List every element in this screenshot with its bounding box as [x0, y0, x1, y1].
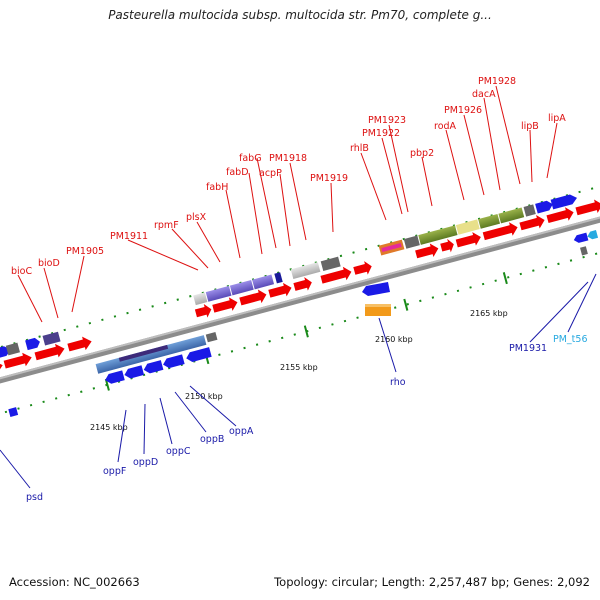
cds-arrow — [3, 352, 32, 369]
gene-label: oppD — [133, 457, 158, 468]
gene-label: rhlB — [350, 143, 369, 154]
gene-block — [186, 347, 212, 362]
gene-block — [105, 370, 125, 384]
gene-label: PM1928 — [478, 76, 516, 87]
gene-label: dacA — [472, 89, 496, 100]
cds-arrow — [575, 199, 600, 216]
gene-label: rpmF — [154, 220, 179, 231]
cds-arrow — [482, 222, 518, 241]
cds-arrow — [519, 215, 545, 231]
gene-block-rho-blue — [362, 282, 390, 296]
gene-block — [42, 331, 61, 346]
gene-block — [274, 272, 283, 284]
gene-label: oppF — [103, 466, 126, 477]
gene-label: PM1922 — [362, 128, 400, 139]
cds-track-plus — [0, 199, 600, 376]
gene-label: fabG — [239, 153, 262, 164]
gene-block — [580, 246, 588, 256]
gene-block — [124, 365, 145, 379]
gene-block — [5, 342, 20, 356]
gene-block — [193, 292, 208, 306]
gene-block — [163, 354, 185, 369]
map-title: Pasteurella multocida subsp. multocida s… — [108, 8, 492, 22]
scale-label: 2160 kbp — [375, 335, 413, 344]
gene-block — [478, 213, 501, 229]
cds-arrow — [320, 266, 352, 284]
scale-label: 2150 kbp — [185, 392, 223, 401]
gene-block — [8, 407, 19, 417]
gene-label: PM1905 — [66, 246, 104, 257]
gene-block — [320, 256, 341, 271]
gene-block — [205, 285, 232, 302]
accession-label: Accession: NC_002663 — [9, 575, 140, 589]
gene-label: bioC — [11, 266, 32, 277]
gene-label: rodA — [434, 121, 457, 132]
gene-label: oppC — [166, 446, 191, 457]
cds-arrow — [268, 282, 292, 298]
gene-block — [0, 346, 11, 365]
gene-block — [498, 207, 525, 224]
cds-arrow — [239, 289, 267, 306]
cds-arrow — [293, 277, 312, 291]
cds-arrow — [546, 207, 574, 224]
gene-label: acpP — [259, 168, 282, 179]
tick-row-lower — [0, 241, 600, 420]
gene-label: plsX — [186, 212, 207, 223]
gene-block — [205, 331, 218, 343]
labels-minus — [0, 273, 597, 489]
gene-block — [418, 225, 458, 245]
gene-label: PM1926 — [444, 105, 482, 116]
cds-arrow — [67, 336, 92, 352]
gene-block — [229, 279, 254, 296]
gene-label: pbp2 — [410, 148, 434, 159]
cds-arrow — [353, 261, 372, 275]
scale-label: 2145 kbp — [90, 423, 128, 432]
gene-block — [550, 194, 577, 210]
gene-block — [573, 232, 589, 243]
gene-label: oppB — [200, 434, 224, 445]
labels-plus-text: bioC bioD PM1905 PM1911 rpmF plsX fabH f… — [11, 76, 566, 277]
gene-block — [403, 235, 420, 249]
labels-minus-text: psd oppF oppD oppC oppB oppA rho PM1931 … — [26, 334, 588, 503]
gene-label: fabH — [206, 182, 228, 193]
gene-label: PM1918 — [269, 153, 307, 164]
gene-label: PM1931 — [509, 343, 547, 354]
cds-arrow — [415, 243, 439, 259]
gene-block — [523, 204, 536, 217]
gene-track-minus — [8, 230, 599, 417]
gene-label: bioD — [38, 258, 60, 269]
scale-label: 2155 kbp — [280, 363, 318, 372]
gene-block — [587, 230, 599, 240]
gene-block — [25, 337, 40, 351]
gene-label: lipB — [521, 121, 539, 132]
cds-arrow — [212, 297, 238, 313]
gene-block — [118, 344, 169, 362]
cds-arrow — [34, 343, 65, 361]
gene-label: fabD — [226, 167, 249, 178]
scale-label: 2165 kbp — [470, 309, 508, 318]
gene-label: oppA — [229, 426, 254, 437]
labels-plus — [17, 85, 558, 323]
cds-arrow — [440, 238, 454, 253]
cds-arrow — [194, 304, 212, 318]
gene-block — [143, 360, 164, 374]
scale-labels: 2145 kbp 2150 kbp 2155 kbp 2160 kbp 2165… — [90, 309, 508, 432]
gene-track-plus — [0, 194, 577, 365]
gene-block — [381, 243, 402, 253]
gene-block — [290, 262, 321, 280]
gene-label: PM1911 — [110, 231, 148, 242]
genome-summary: Topology: circular; Length: 2,257,487 bp… — [274, 575, 590, 589]
gene-label: PM1919 — [310, 173, 348, 184]
gene-block — [95, 335, 207, 374]
cds-arrow — [455, 232, 481, 248]
gene-block — [252, 274, 275, 290]
gene-label: lipA — [548, 113, 566, 124]
gene-label: rho — [390, 377, 406, 388]
gene-block — [535, 200, 553, 214]
gene-label: psd — [26, 492, 43, 503]
gene-label: PM_t56 — [553, 334, 588, 345]
gene-block — [455, 219, 480, 235]
gene-label: PM1923 — [368, 115, 406, 126]
